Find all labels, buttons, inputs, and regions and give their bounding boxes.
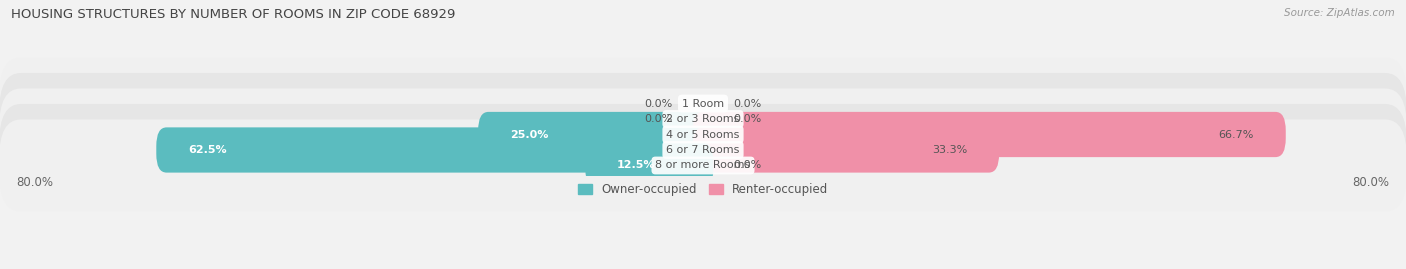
FancyBboxPatch shape	[693, 112, 1285, 157]
Legend: Owner-occupied, Renter-occupied: Owner-occupied, Renter-occupied	[572, 178, 834, 201]
FancyBboxPatch shape	[693, 128, 1000, 173]
Text: 0.0%: 0.0%	[645, 98, 673, 108]
FancyBboxPatch shape	[585, 143, 713, 188]
FancyBboxPatch shape	[478, 112, 713, 157]
Text: 62.5%: 62.5%	[188, 145, 226, 155]
Text: 8 or more Rooms: 8 or more Rooms	[655, 161, 751, 171]
FancyBboxPatch shape	[0, 89, 1406, 180]
FancyBboxPatch shape	[0, 119, 1406, 211]
Text: 6 or 7 Rooms: 6 or 7 Rooms	[666, 145, 740, 155]
Text: 0.0%: 0.0%	[733, 161, 761, 171]
FancyBboxPatch shape	[0, 58, 1406, 150]
Text: 0.0%: 0.0%	[645, 114, 673, 124]
Text: 0.0%: 0.0%	[733, 98, 761, 108]
Text: 80.0%: 80.0%	[1353, 176, 1389, 189]
Text: 66.7%: 66.7%	[1219, 129, 1254, 140]
Text: 80.0%: 80.0%	[17, 176, 53, 189]
FancyBboxPatch shape	[156, 128, 713, 173]
Text: 1 Room: 1 Room	[682, 98, 724, 108]
Text: 25.0%: 25.0%	[510, 129, 548, 140]
Text: 0.0%: 0.0%	[733, 114, 761, 124]
Text: 2 or 3 Rooms: 2 or 3 Rooms	[666, 114, 740, 124]
Text: 12.5%: 12.5%	[617, 161, 655, 171]
Text: 4 or 5 Rooms: 4 or 5 Rooms	[666, 129, 740, 140]
FancyBboxPatch shape	[0, 73, 1406, 165]
FancyBboxPatch shape	[0, 104, 1406, 196]
Text: Source: ZipAtlas.com: Source: ZipAtlas.com	[1284, 8, 1395, 18]
Text: 33.3%: 33.3%	[932, 145, 967, 155]
Text: HOUSING STRUCTURES BY NUMBER OF ROOMS IN ZIP CODE 68929: HOUSING STRUCTURES BY NUMBER OF ROOMS IN…	[11, 8, 456, 21]
